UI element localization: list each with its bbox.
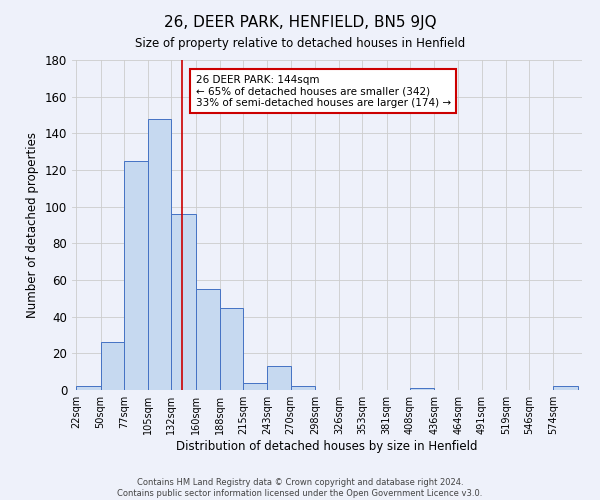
- Bar: [410, 388, 434, 390]
- Bar: [290, 386, 315, 390]
- Text: Size of property relative to detached houses in Henfield: Size of property relative to detached ho…: [135, 38, 465, 51]
- Bar: [124, 161, 148, 390]
- Bar: [172, 214, 196, 390]
- Bar: [243, 382, 268, 390]
- Bar: [268, 366, 290, 390]
- Bar: [196, 289, 220, 390]
- Bar: [553, 386, 578, 390]
- Text: Contains HM Land Registry data © Crown copyright and database right 2024.
Contai: Contains HM Land Registry data © Crown c…: [118, 478, 482, 498]
- X-axis label: Distribution of detached houses by size in Henfield: Distribution of detached houses by size …: [176, 440, 478, 453]
- Bar: [148, 118, 172, 390]
- Text: 26 DEER PARK: 144sqm
← 65% of detached houses are smaller (342)
33% of semi-deta: 26 DEER PARK: 144sqm ← 65% of detached h…: [196, 74, 451, 108]
- Bar: [76, 386, 101, 390]
- Bar: [220, 308, 243, 390]
- Bar: [101, 342, 124, 390]
- Text: 26, DEER PARK, HENFIELD, BN5 9JQ: 26, DEER PARK, HENFIELD, BN5 9JQ: [164, 15, 436, 30]
- Y-axis label: Number of detached properties: Number of detached properties: [26, 132, 39, 318]
